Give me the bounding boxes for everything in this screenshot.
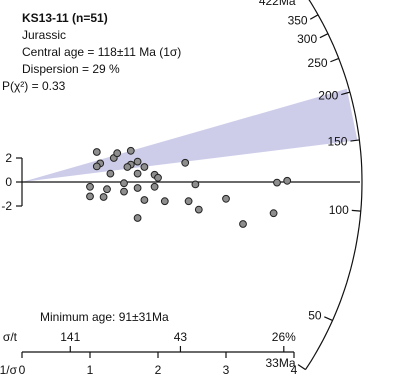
precision-tick-label-0: 141 <box>60 330 80 344</box>
min-age-label: Minimum age: 91±31Ma <box>40 310 169 324</box>
data-point-4 <box>92 162 101 171</box>
age-tick-label-4: 200 <box>318 88 338 102</box>
age-tick-label-1: 350 <box>288 14 308 28</box>
age-tick-3 <box>330 57 339 63</box>
age-tick-4 <box>341 91 351 96</box>
data-point-26 <box>184 197 193 206</box>
data-point-0 <box>92 148 101 156</box>
data-point-20 <box>150 182 159 191</box>
y-tick-label-0: 2 <box>5 151 12 165</box>
min-age-band <box>22 88 358 182</box>
age-tick-label-5: 150 <box>327 134 347 148</box>
age-tick-7 <box>324 316 333 322</box>
x-tick-label-0: 0 <box>19 363 26 377</box>
data-point-31 <box>273 178 281 187</box>
data-point-21 <box>191 180 200 189</box>
data-point-6 <box>181 158 190 167</box>
data-point-25 <box>160 197 169 206</box>
x-tick-label-3: 3 <box>223 363 230 377</box>
period-label: Jurassic <box>22 28 66 42</box>
y-tick-label-2: -2 <box>1 199 12 213</box>
age-tick-label-0: 422Ma <box>259 0 296 8</box>
age-tick-label-7: 50 <box>308 309 322 323</box>
data-point-22 <box>86 192 94 201</box>
data-point-13 <box>106 169 115 178</box>
y-tick-label-1: 0 <box>5 175 12 189</box>
x-tick-label-1: 1 <box>87 363 94 377</box>
age-tick-5 <box>350 139 360 142</box>
data-point-27 <box>194 205 203 214</box>
age-tick-1 <box>309 14 319 20</box>
age-tick-8 <box>297 364 306 371</box>
data-point-18 <box>103 185 111 194</box>
data-point-32 <box>283 176 292 185</box>
age-tick-2 <box>319 33 329 39</box>
data-point-10 <box>123 163 132 171</box>
data-point-30 <box>269 209 278 218</box>
data-point-23 <box>99 193 108 201</box>
data-point-12 <box>133 169 142 178</box>
data-point-8 <box>133 157 142 166</box>
age-scale-arc <box>304 0 363 370</box>
data-point-9 <box>140 163 149 171</box>
age-scale-layer: 422Ma 350 300 250 200 150 100 50 33Ma <box>259 0 363 371</box>
age-tick-6 <box>351 209 361 212</box>
age-tick-label-6: 100 <box>329 203 349 217</box>
chart-title: KS13-11 (n=51) <box>22 11 108 25</box>
x-tick-label-4: 4 <box>291 363 298 377</box>
data-point-15 <box>120 179 128 188</box>
precision-tick-label-2: 26% <box>272 330 296 344</box>
min-age-band-layer <box>22 88 358 182</box>
precision-tick-label-1: 43 <box>174 330 188 344</box>
y-axis: 2 0 -2 <box>1 151 23 213</box>
data-point-2 <box>113 149 122 158</box>
dispersion-label: Dispersion = 29 % <box>22 62 120 76</box>
x-axis: 0 1 2 3 4 141 43 26% 1/σ σ/t <box>0 330 298 377</box>
data-points <box>86 146 292 228</box>
age-tick-label-8: 33Ma <box>265 356 295 370</box>
data-point-33 <box>133 214 142 222</box>
data-point-17 <box>133 184 142 192</box>
data-point-5 <box>126 146 135 155</box>
x-tick-label-2: 2 <box>155 363 162 377</box>
data-point-14 <box>154 173 162 182</box>
p-chi2-label: P(χ²) = 0.33 <box>2 79 66 93</box>
precision-axis-label: σ/t <box>3 330 18 344</box>
data-point-19 <box>120 187 128 196</box>
x-axis-label: 1/σ <box>0 363 18 377</box>
data-point-29 <box>239 220 247 228</box>
data-point-24 <box>140 196 149 204</box>
age-tick-label-2: 300 <box>297 32 317 46</box>
central-age-label: Central age = 118±11 Ma (1σ) <box>22 45 181 59</box>
data-point-28 <box>222 194 230 203</box>
age-tick-label-3: 250 <box>308 56 328 70</box>
data-point-16 <box>86 182 94 191</box>
